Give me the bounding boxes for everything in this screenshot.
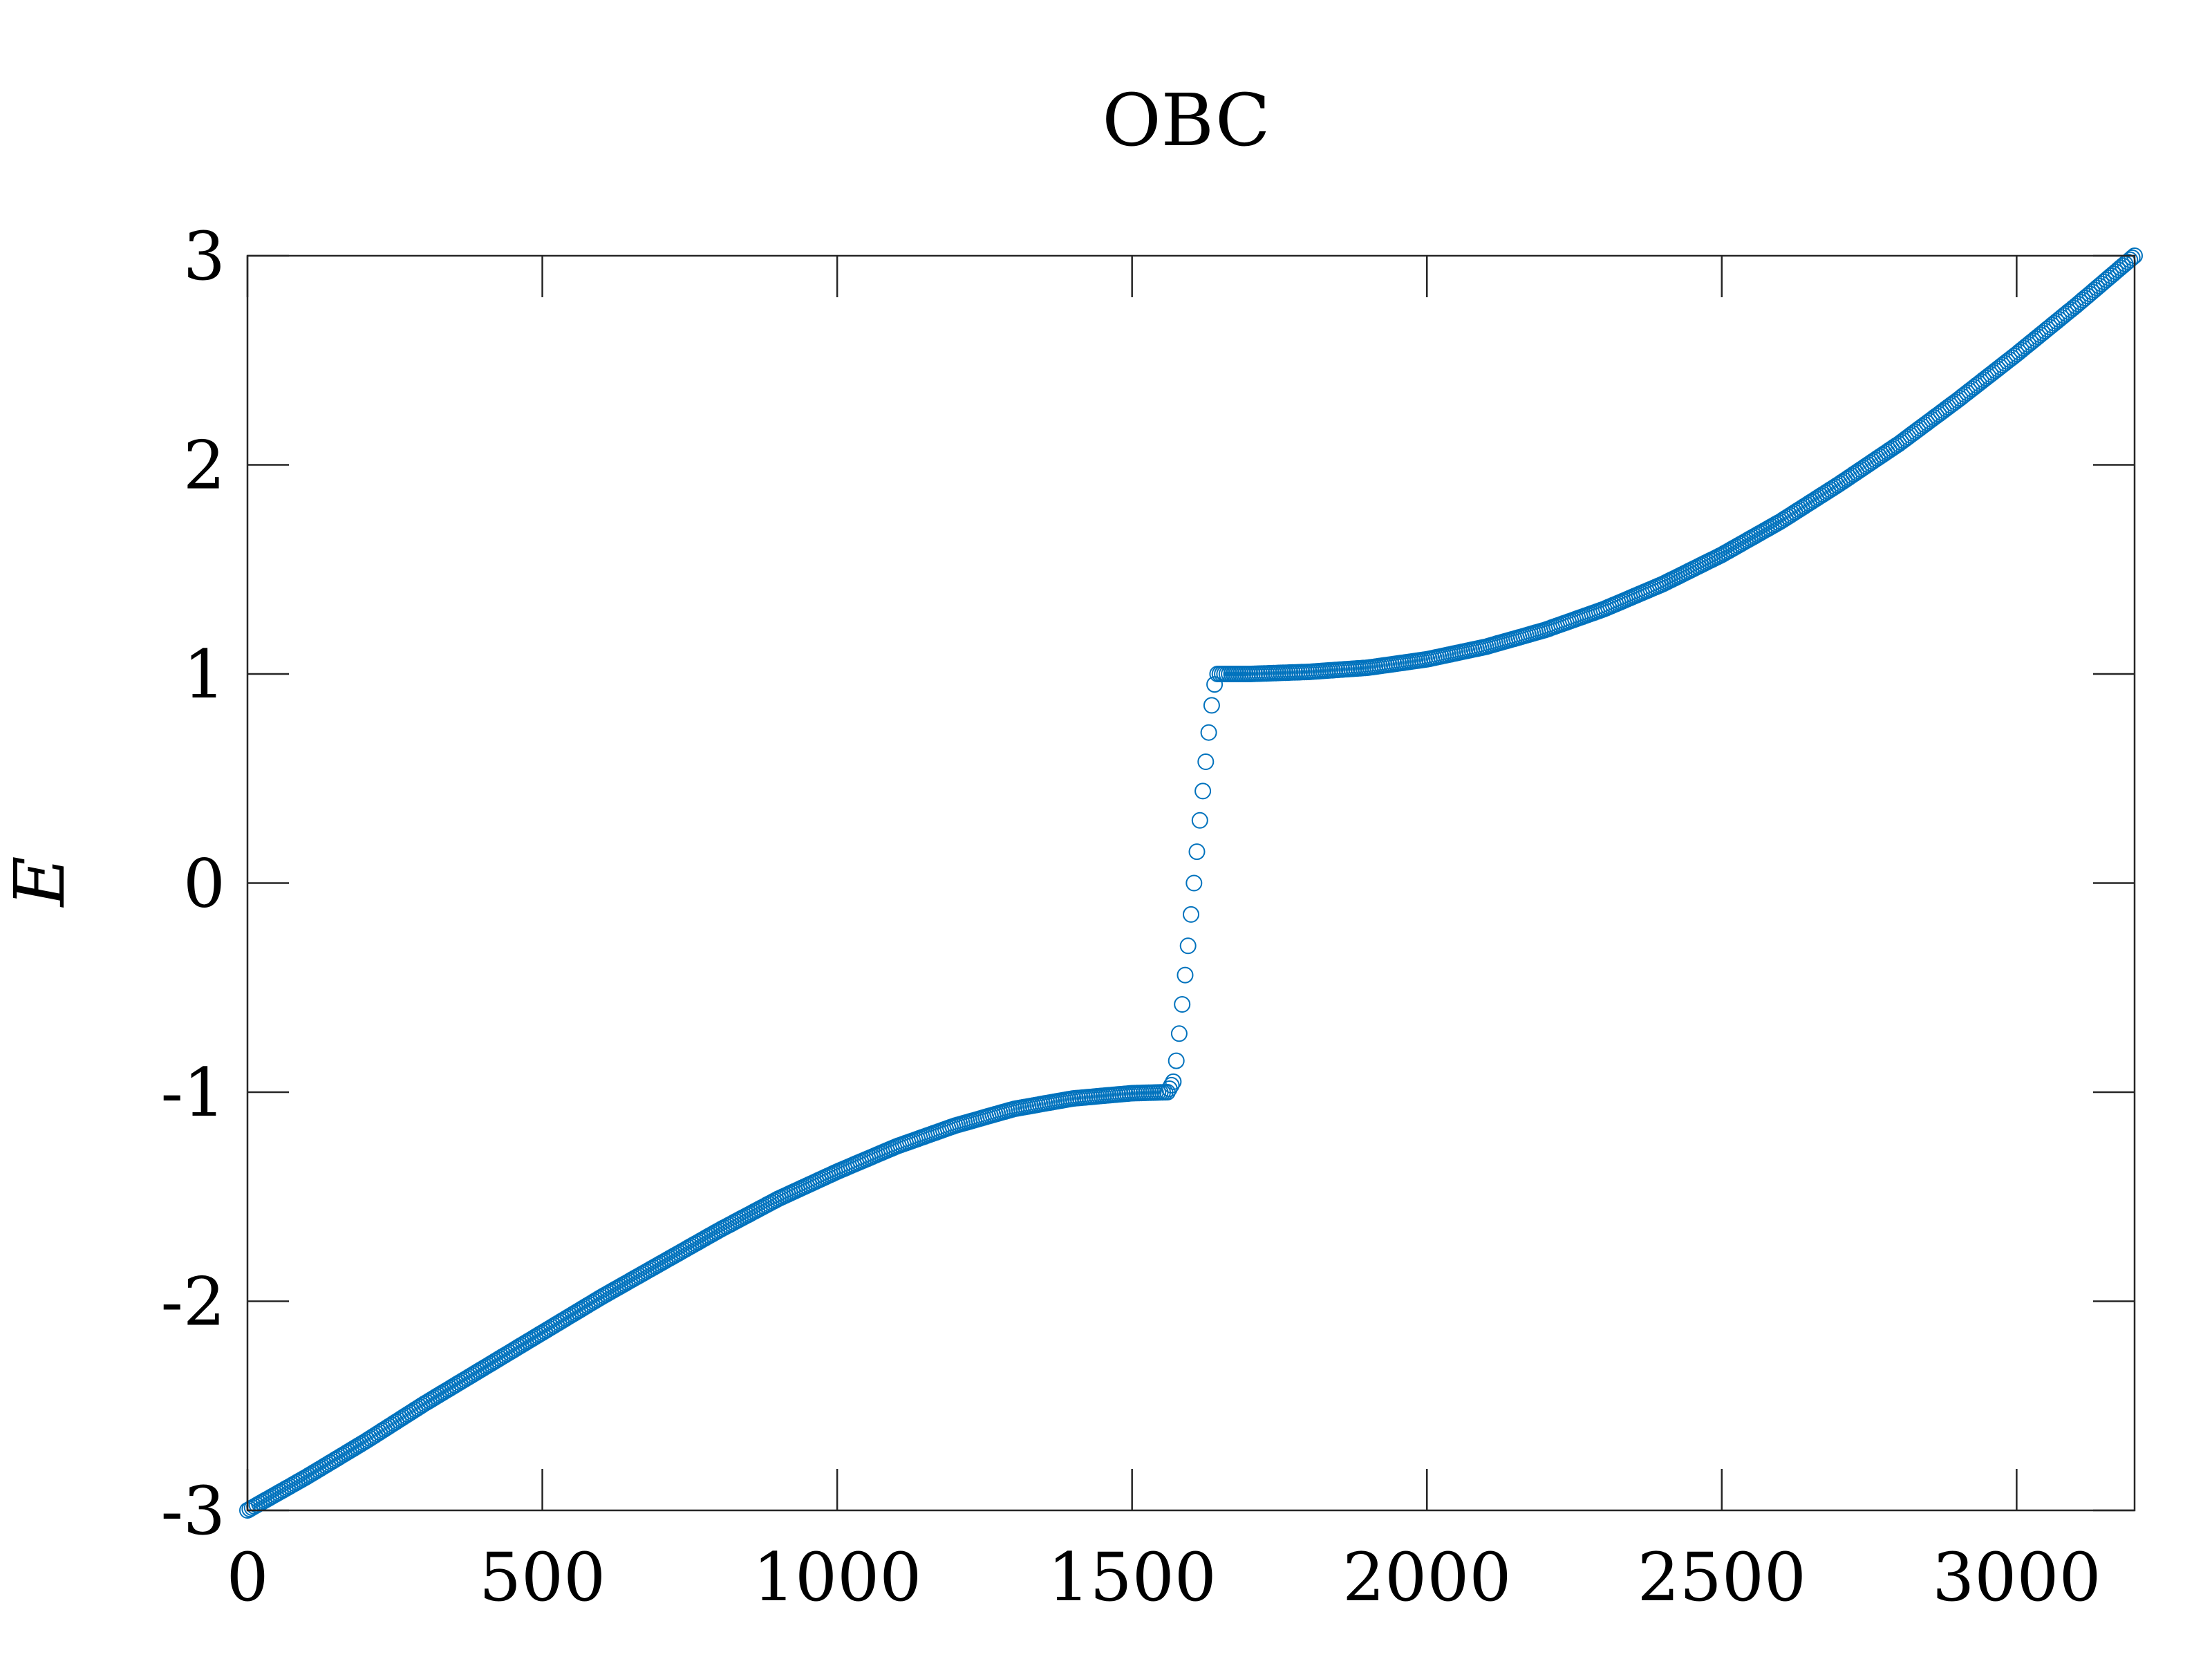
- data-point: [1165, 1073, 1182, 1090]
- y-tick-label: 0: [183, 845, 225, 923]
- x-tick-label: 1500: [1048, 1539, 1217, 1616]
- data-point: [1188, 843, 1206, 861]
- x-tick-label: 3000: [1932, 1539, 2101, 1616]
- data-point: [1183, 906, 1199, 923]
- y-tick-label: -2: [160, 1264, 225, 1341]
- data-point: [1179, 937, 1197, 955]
- y-tick-label: 2: [183, 427, 225, 505]
- y-tick-label: 1: [183, 636, 225, 713]
- data-point: [1170, 1025, 1188, 1042]
- data-point: [1168, 1052, 1185, 1069]
- data-point: [1203, 697, 1220, 714]
- data-point: [2121, 251, 2139, 268]
- x-tick-label: 0: [226, 1539, 268, 1616]
- axis-ticks: 0 500 1000 1500 2000 2500 3000 -3 -2 -1 0 1 2 3: [160, 218, 2135, 1616]
- x-tick-label: 2500: [1638, 1539, 1806, 1616]
- x-tick-label: 1000: [753, 1539, 921, 1616]
- data-point: [1177, 966, 1194, 984]
- data-point: [2124, 249, 2141, 266]
- y-tick-label: -1: [160, 1054, 225, 1132]
- y-tick-label: -3: [160, 1472, 225, 1550]
- data-point: [1191, 812, 1208, 829]
- x-tick-label: 2000: [1342, 1539, 1511, 1616]
- chart-title: OBC: [1102, 78, 1270, 162]
- y-axis-label: E: [0, 856, 80, 908]
- data-point: [1185, 874, 1203, 892]
- y-tick-label: 3: [183, 218, 225, 295]
- data-points: [239, 247, 2143, 1519]
- data-point: [1200, 724, 1217, 741]
- data-point: [1163, 1076, 1180, 1094]
- plot-frame: [246, 254, 2136, 1512]
- data-point: [1174, 996, 1191, 1013]
- data-point: [1194, 782, 1212, 800]
- x-tick-label: 500: [479, 1539, 606, 1616]
- data-point: [1197, 753, 1215, 770]
